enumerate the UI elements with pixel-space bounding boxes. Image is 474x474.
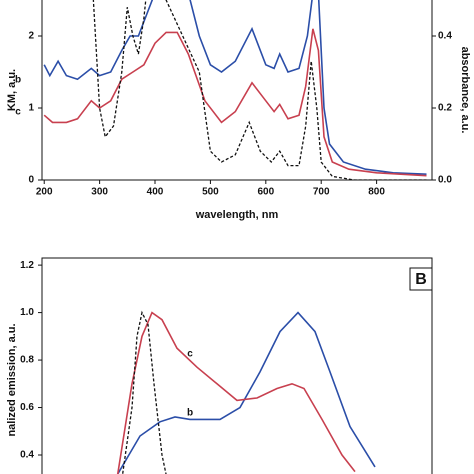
plot-area xyxy=(43,0,427,180)
y-axis-label: KM, a.u. xyxy=(6,69,18,111)
plot-frame xyxy=(41,0,433,181)
y-tick-label: 2 xyxy=(28,31,34,42)
panel-label-box xyxy=(409,267,433,291)
series-label: b xyxy=(187,408,193,419)
series-line xyxy=(43,0,427,175)
x-tick-label: 500 xyxy=(202,187,219,198)
series-line xyxy=(122,310,167,474)
x-axis-label: wavelength, nm xyxy=(195,209,279,221)
series-line xyxy=(43,28,427,177)
series-line xyxy=(116,311,376,474)
y-tick-label: 0.8 xyxy=(20,355,34,366)
y2-axis-label: absorbance, a.u. xyxy=(459,47,471,134)
y2-tick-label: 0.2 xyxy=(438,103,452,114)
x-tick-label: 800 xyxy=(368,187,385,198)
series-label: c xyxy=(15,107,21,118)
x-tick-label: 300 xyxy=(91,187,108,198)
plot-frame xyxy=(41,257,433,474)
y-tick-label: 0 xyxy=(28,175,34,186)
y-tick-label: 0.6 xyxy=(20,402,34,413)
y-tick-label: 1.2 xyxy=(20,260,34,271)
series-label: c xyxy=(187,349,193,360)
series-line xyxy=(116,311,356,474)
plot-area xyxy=(116,310,376,474)
panel-label: B xyxy=(415,271,427,288)
x-tick-label: 200 xyxy=(36,187,53,198)
x-tick-label: 400 xyxy=(147,187,164,198)
series-line xyxy=(92,0,427,180)
series-label: b xyxy=(15,75,21,86)
y-tick-label: 0.4 xyxy=(20,450,34,461)
x-tick-label: 600 xyxy=(257,187,274,198)
x-tick-label: 700 xyxy=(313,187,330,198)
y2-tick-label: 0.0 xyxy=(438,175,452,186)
y-tick-label: 1 xyxy=(28,103,34,114)
y-axis-label: nalized emission, a.u. xyxy=(6,323,18,436)
y2-tick-label: 0.4 xyxy=(438,31,452,42)
y-tick-label: 1.0 xyxy=(20,307,34,318)
